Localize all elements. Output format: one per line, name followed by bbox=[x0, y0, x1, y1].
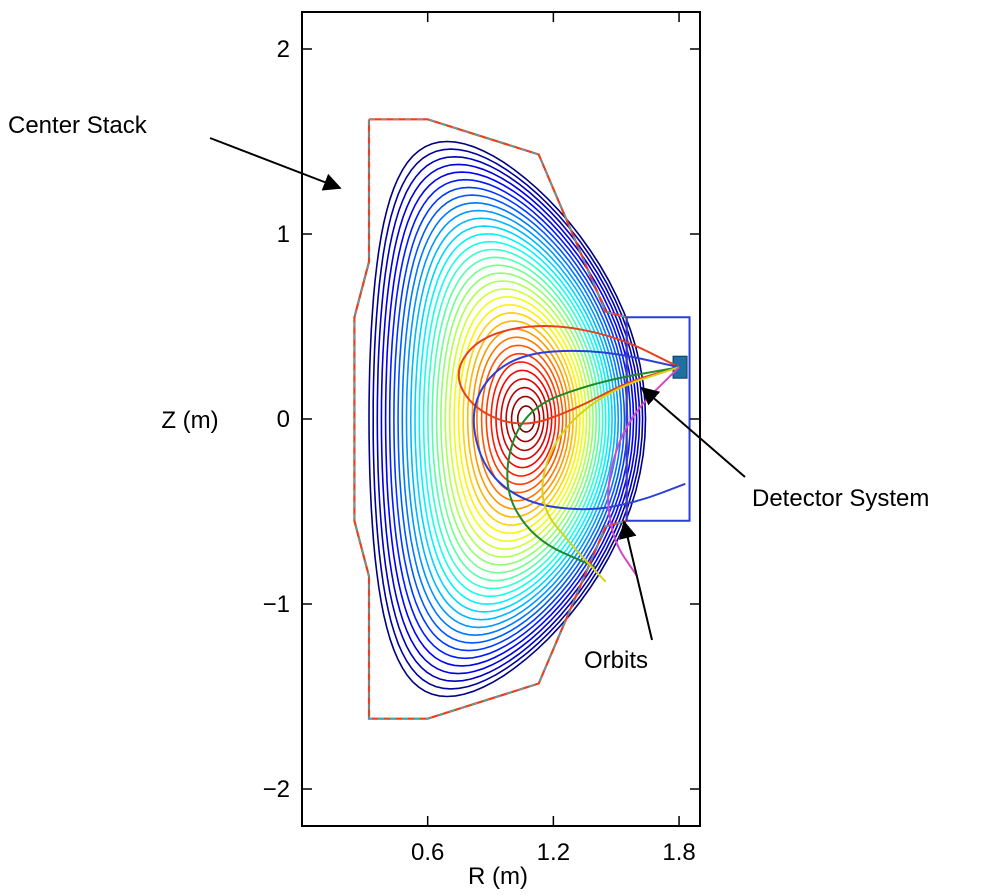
center-stack-arrow bbox=[209, 137, 342, 191]
flux-surface bbox=[500, 378, 549, 460]
orbit-path bbox=[472, 349, 686, 511]
flux-surface bbox=[457, 304, 581, 534]
flux-surface bbox=[440, 272, 594, 566]
x-axis-ticks: 0.6 1.2 1.8 bbox=[411, 12, 696, 866]
wall-outline-overlay bbox=[353, 118, 628, 720]
y-axis-title: Z (m) bbox=[161, 407, 218, 434]
flux-surface bbox=[471, 328, 571, 510]
x-tick-label: 1.2 bbox=[537, 839, 570, 866]
flux-surface bbox=[368, 140, 647, 698]
flux-surface bbox=[405, 209, 620, 629]
flux-surface bbox=[414, 225, 613, 613]
y-tick-label: 0 bbox=[277, 406, 290, 433]
orbit-path bbox=[541, 366, 680, 583]
orbit-path bbox=[506, 366, 680, 568]
y-axis-ticks: −2 −1 0 1 2 bbox=[263, 36, 700, 803]
detector-marker bbox=[672, 355, 688, 379]
flux-surface bbox=[510, 395, 541, 443]
flux-surface bbox=[444, 280, 591, 558]
flux-surface bbox=[401, 201, 623, 637]
flux-surface bbox=[431, 256, 601, 582]
y-tick-label: −2 bbox=[263, 776, 290, 803]
flux-surface bbox=[480, 344, 564, 494]
y-tick-label: 2 bbox=[277, 36, 290, 63]
y-tick-label: −1 bbox=[263, 591, 290, 618]
plot-area bbox=[353, 118, 691, 720]
x-axis-title: R (m) bbox=[468, 863, 528, 890]
flux-surface bbox=[490, 361, 557, 477]
flux-surface bbox=[453, 296, 585, 542]
flux-surface bbox=[422, 240, 607, 598]
detector-housing bbox=[625, 316, 691, 522]
vessel-wall bbox=[353, 118, 628, 720]
flux-surface bbox=[462, 312, 578, 526]
flux-surface bbox=[476, 336, 568, 502]
detector-box bbox=[625, 316, 691, 522]
orbits-arrow bbox=[618, 520, 653, 641]
particle-orbits bbox=[457, 325, 686, 583]
flux-surfaces bbox=[368, 140, 647, 698]
center-stack-label: Center Stack bbox=[8, 112, 148, 139]
flux-surface bbox=[380, 163, 638, 675]
detector-system-arrow bbox=[640, 386, 746, 478]
flux-surface bbox=[427, 248, 604, 590]
orbit-path bbox=[607, 366, 680, 577]
flux-surface bbox=[388, 178, 632, 660]
flux-surface bbox=[393, 186, 629, 652]
flux-surface bbox=[409, 217, 617, 621]
flux-surface bbox=[485, 352, 560, 486]
flux-surface bbox=[505, 386, 545, 452]
flux-surface bbox=[397, 194, 626, 644]
flux-surface bbox=[517, 405, 536, 433]
detector-system-label: Detector System bbox=[752, 485, 929, 512]
flux-surface bbox=[418, 233, 610, 605]
flux-surface bbox=[448, 288, 588, 550]
flux-surface bbox=[376, 155, 641, 683]
flux-surface bbox=[435, 264, 598, 574]
x-tick-label: 1.8 bbox=[662, 839, 695, 866]
orbits-label: Orbits bbox=[584, 647, 648, 674]
x-tick-label: 0.6 bbox=[411, 839, 444, 866]
flux-surface bbox=[372, 148, 644, 690]
y-tick-label: 1 bbox=[277, 221, 290, 248]
orbit-path bbox=[457, 325, 680, 425]
flux-surface bbox=[384, 171, 635, 667]
